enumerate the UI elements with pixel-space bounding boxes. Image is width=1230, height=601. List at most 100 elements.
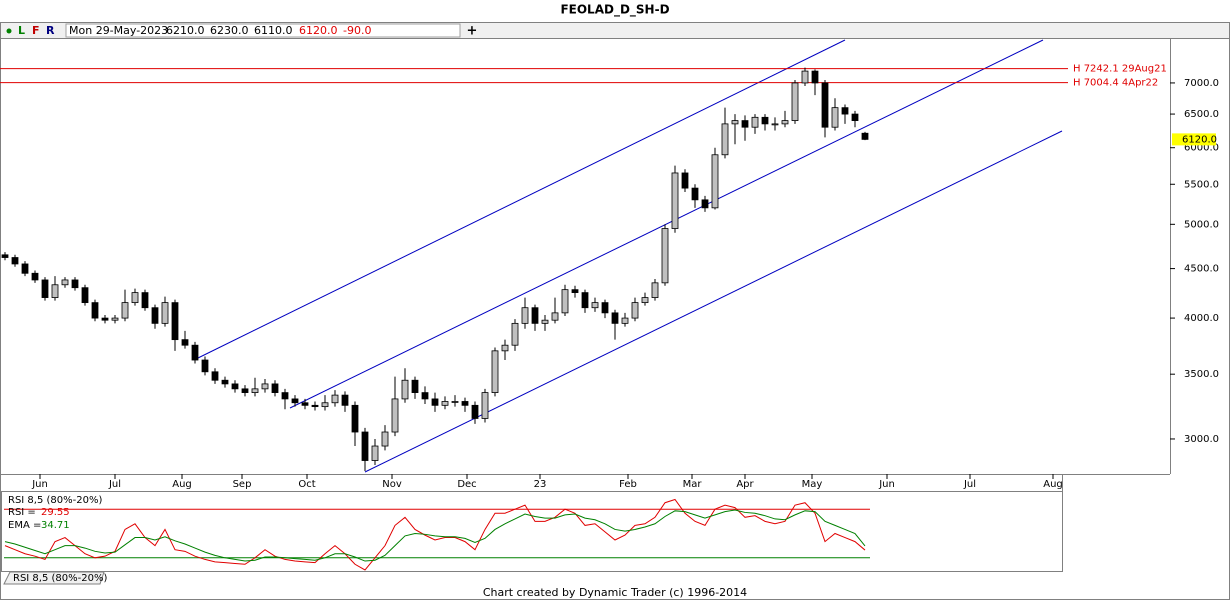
candle-body <box>441 401 449 406</box>
candle-body <box>361 431 369 461</box>
level-label: H 7004.4 4Apr22 <box>1073 78 1158 89</box>
x-tick-label: Dec <box>457 479 476 490</box>
candle-body <box>601 302 609 314</box>
candle-body <box>131 292 139 304</box>
candle-body <box>141 292 149 309</box>
toolbar-button[interactable]: F <box>32 24 40 37</box>
candle-body <box>661 228 669 284</box>
candle-body <box>811 70 819 84</box>
candle-body <box>671 172 679 229</box>
candle-body <box>241 388 249 393</box>
candle-body <box>711 154 719 209</box>
candle-body <box>781 120 789 125</box>
candle-body <box>771 123 779 126</box>
candle-body <box>581 292 589 309</box>
candle-body <box>231 383 239 390</box>
candle-body <box>301 402 309 406</box>
y-tick-label: 7000.0 <box>1184 78 1219 89</box>
candle-body <box>321 402 329 408</box>
candle-body <box>271 383 279 393</box>
x-tick-label: Feb <box>619 479 637 490</box>
candle-body <box>371 445 379 461</box>
channel-line <box>364 130 1063 473</box>
candle-body <box>591 302 599 309</box>
x-tick-label: Mar <box>683 479 703 490</box>
legend-value: 34.71 <box>41 520 70 531</box>
indicator-title: RSI 8,5 (80%-20%) <box>8 495 102 506</box>
x-tick-label: Jun <box>878 479 895 490</box>
candle-body <box>1 254 9 258</box>
candle-body <box>631 302 639 319</box>
candle-body <box>121 302 129 319</box>
last-price-label: 6120.0 <box>1182 134 1217 145</box>
y-tick-label: 5500.0 <box>1184 179 1219 190</box>
status-dot <box>6 28 12 34</box>
candle-body <box>71 279 79 289</box>
x-tick-label: Jun <box>31 479 48 490</box>
legend-name: RSI = <box>8 507 36 518</box>
candle-body <box>691 187 699 201</box>
candle-body <box>341 394 349 406</box>
indicator-tab[interactable] <box>3 571 105 585</box>
candle-body <box>91 302 99 319</box>
candle-body <box>841 107 849 115</box>
indicator-line <box>4 498 866 571</box>
chart-title: FEOLAD_D_SH-D <box>560 3 669 18</box>
footer: Chart created by Dynamic Trader (c) 1996… <box>483 586 747 599</box>
candle-body <box>561 289 569 314</box>
y-tick-label: 3000.0 <box>1184 434 1219 445</box>
candle-body <box>201 359 209 373</box>
candle-body <box>331 394 339 404</box>
candle-body <box>281 392 289 400</box>
candle-body <box>111 317 119 321</box>
candle-body <box>401 379 409 400</box>
indicator-line <box>4 509 866 562</box>
x-tick-label: Jul <box>963 479 976 490</box>
candle-body <box>861 132 869 140</box>
x-tick-label: Aug <box>172 479 192 490</box>
y-tick-label: 6500.0 <box>1184 109 1219 120</box>
toolbar-button[interactable]: L <box>18 24 25 37</box>
candle-body <box>51 284 59 298</box>
y-tick-label: 4000.0 <box>1184 313 1219 324</box>
candle-body <box>751 116 759 128</box>
candle-body <box>181 339 189 346</box>
candle-body <box>351 404 359 433</box>
candle-body <box>291 398 299 404</box>
quote-low: 6110.0 <box>254 24 293 37</box>
candle-body <box>391 398 399 433</box>
candle-body <box>571 289 579 294</box>
x-tick-label: Oct <box>298 479 315 490</box>
candle-body <box>481 392 489 419</box>
indicator-tab-label[interactable]: RSI 8,5 (80%-20%) <box>13 573 107 584</box>
candle-body <box>471 404 479 419</box>
x-tick-label: Apr <box>736 479 754 490</box>
add-button[interactable]: + <box>467 24 478 39</box>
quote-change: -90.0 <box>343 24 371 37</box>
x-tick-label: May <box>802 479 823 490</box>
candle-body <box>171 302 179 341</box>
candle-body <box>221 379 229 385</box>
candle-body <box>381 431 389 447</box>
candle-body <box>31 272 39 281</box>
quote-close: 6120.0 <box>299 24 338 37</box>
x-tick-label: Sep <box>233 479 252 490</box>
candle-body <box>41 279 49 298</box>
y-tick-label: 6000.0 <box>1184 143 1219 154</box>
candle-body <box>521 307 529 324</box>
candle-body <box>81 287 89 304</box>
candle-body <box>501 344 509 352</box>
candle-body <box>851 113 859 121</box>
candle-body <box>511 322 519 346</box>
candle-body <box>311 404 319 408</box>
candle-body <box>431 398 439 406</box>
candle-body <box>741 120 749 128</box>
toolbar-button[interactable]: R <box>46 24 55 37</box>
candle-body <box>761 116 769 125</box>
candle-body <box>791 82 799 121</box>
candle-body <box>191 344 199 361</box>
candle-body <box>701 199 709 209</box>
candle-body <box>831 107 839 128</box>
